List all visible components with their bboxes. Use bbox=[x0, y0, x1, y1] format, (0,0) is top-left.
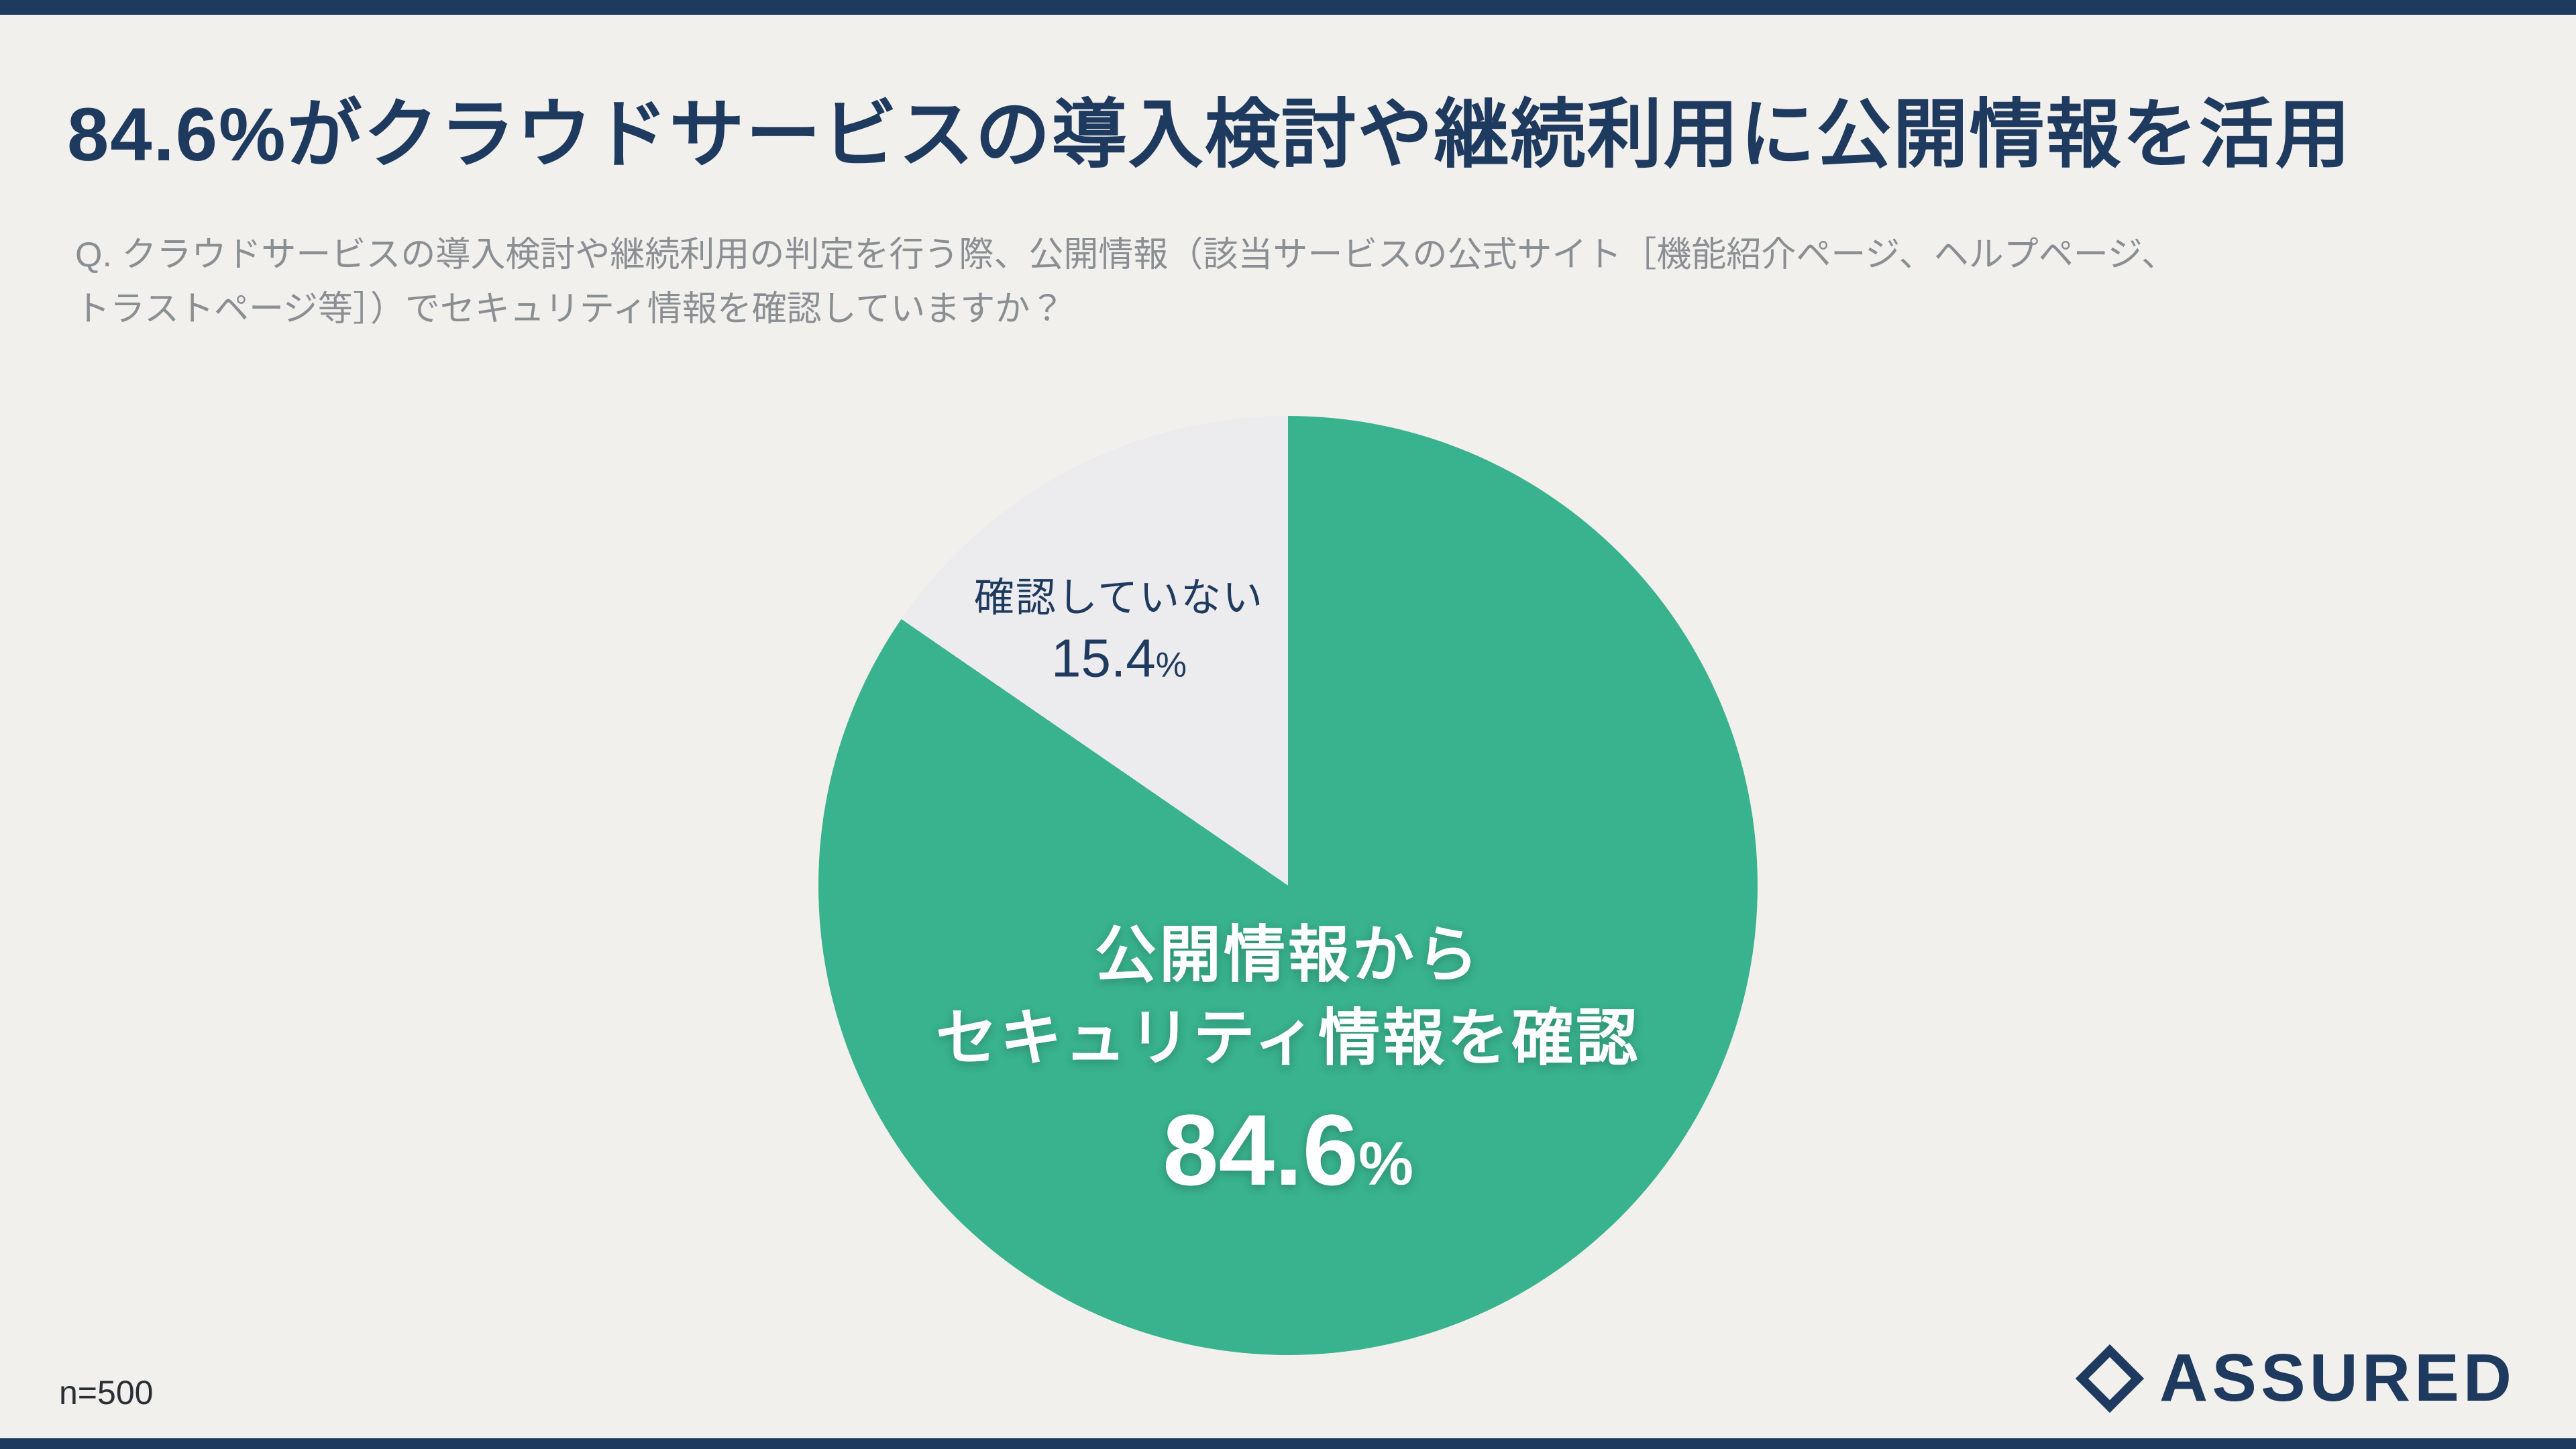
slice-label-checked-line2: セキュリティ情報を確認 bbox=[935, 1004, 1641, 1073]
survey-question: Q. クラウドサービスの導入検討や継続利用の判定を行う際、公開情報（該当サービス… bbox=[75, 228, 2176, 336]
slice-label-checked: 公開情報から セキュリティ情報を確認 84.6% bbox=[818, 914, 1758, 1208]
pie-chart-container: 確認していない 15.4% 公開情報から セキュリティ情報を確認 84.6% bbox=[818, 416, 1758, 1355]
assured-logo-text: ASSURED bbox=[2159, 1340, 2516, 1415]
slice-label-checked-line1: 公開情報から bbox=[1094, 921, 1481, 989]
sample-size-label: n=500 bbox=[59, 1374, 154, 1411]
survey-question-line2: トラストページ等］）でセキュリティ情報を確認していますか？ bbox=[75, 289, 1065, 329]
assured-logo: ASSURED bbox=[2075, 1340, 2516, 1417]
slice-label-not-checked-text: 確認していない bbox=[973, 575, 1265, 621]
assured-logo-icon bbox=[2075, 1344, 2145, 1413]
slice-value-checked: 84.6% bbox=[818, 1092, 1758, 1208]
top-accent-bar bbox=[0, 0, 2576, 15]
slice-value-not-checked-unit: % bbox=[1155, 645, 1187, 685]
bottom-accent-bar bbox=[0, 1438, 2576, 1449]
slice-value-checked-unit: % bbox=[1358, 1130, 1413, 1199]
slice-value-not-checked-number: 15.4 bbox=[1051, 628, 1156, 688]
page-title: 84.6%がクラウドサービスの導入検討や継続利用に公開情報を活用 bbox=[67, 93, 2352, 176]
pie-chart bbox=[818, 416, 1758, 1355]
slice-value-not-checked: 15.4% bbox=[974, 628, 1264, 690]
slice-value-checked-number: 84.6 bbox=[1163, 1093, 1359, 1207]
slice-label-not-checked: 確認していない 15.4% bbox=[974, 566, 1264, 690]
survey-question-line1: Q. クラウドサービスの導入検討や継続利用の判定を行う際、公開情報（該当サービス… bbox=[75, 235, 2177, 274]
